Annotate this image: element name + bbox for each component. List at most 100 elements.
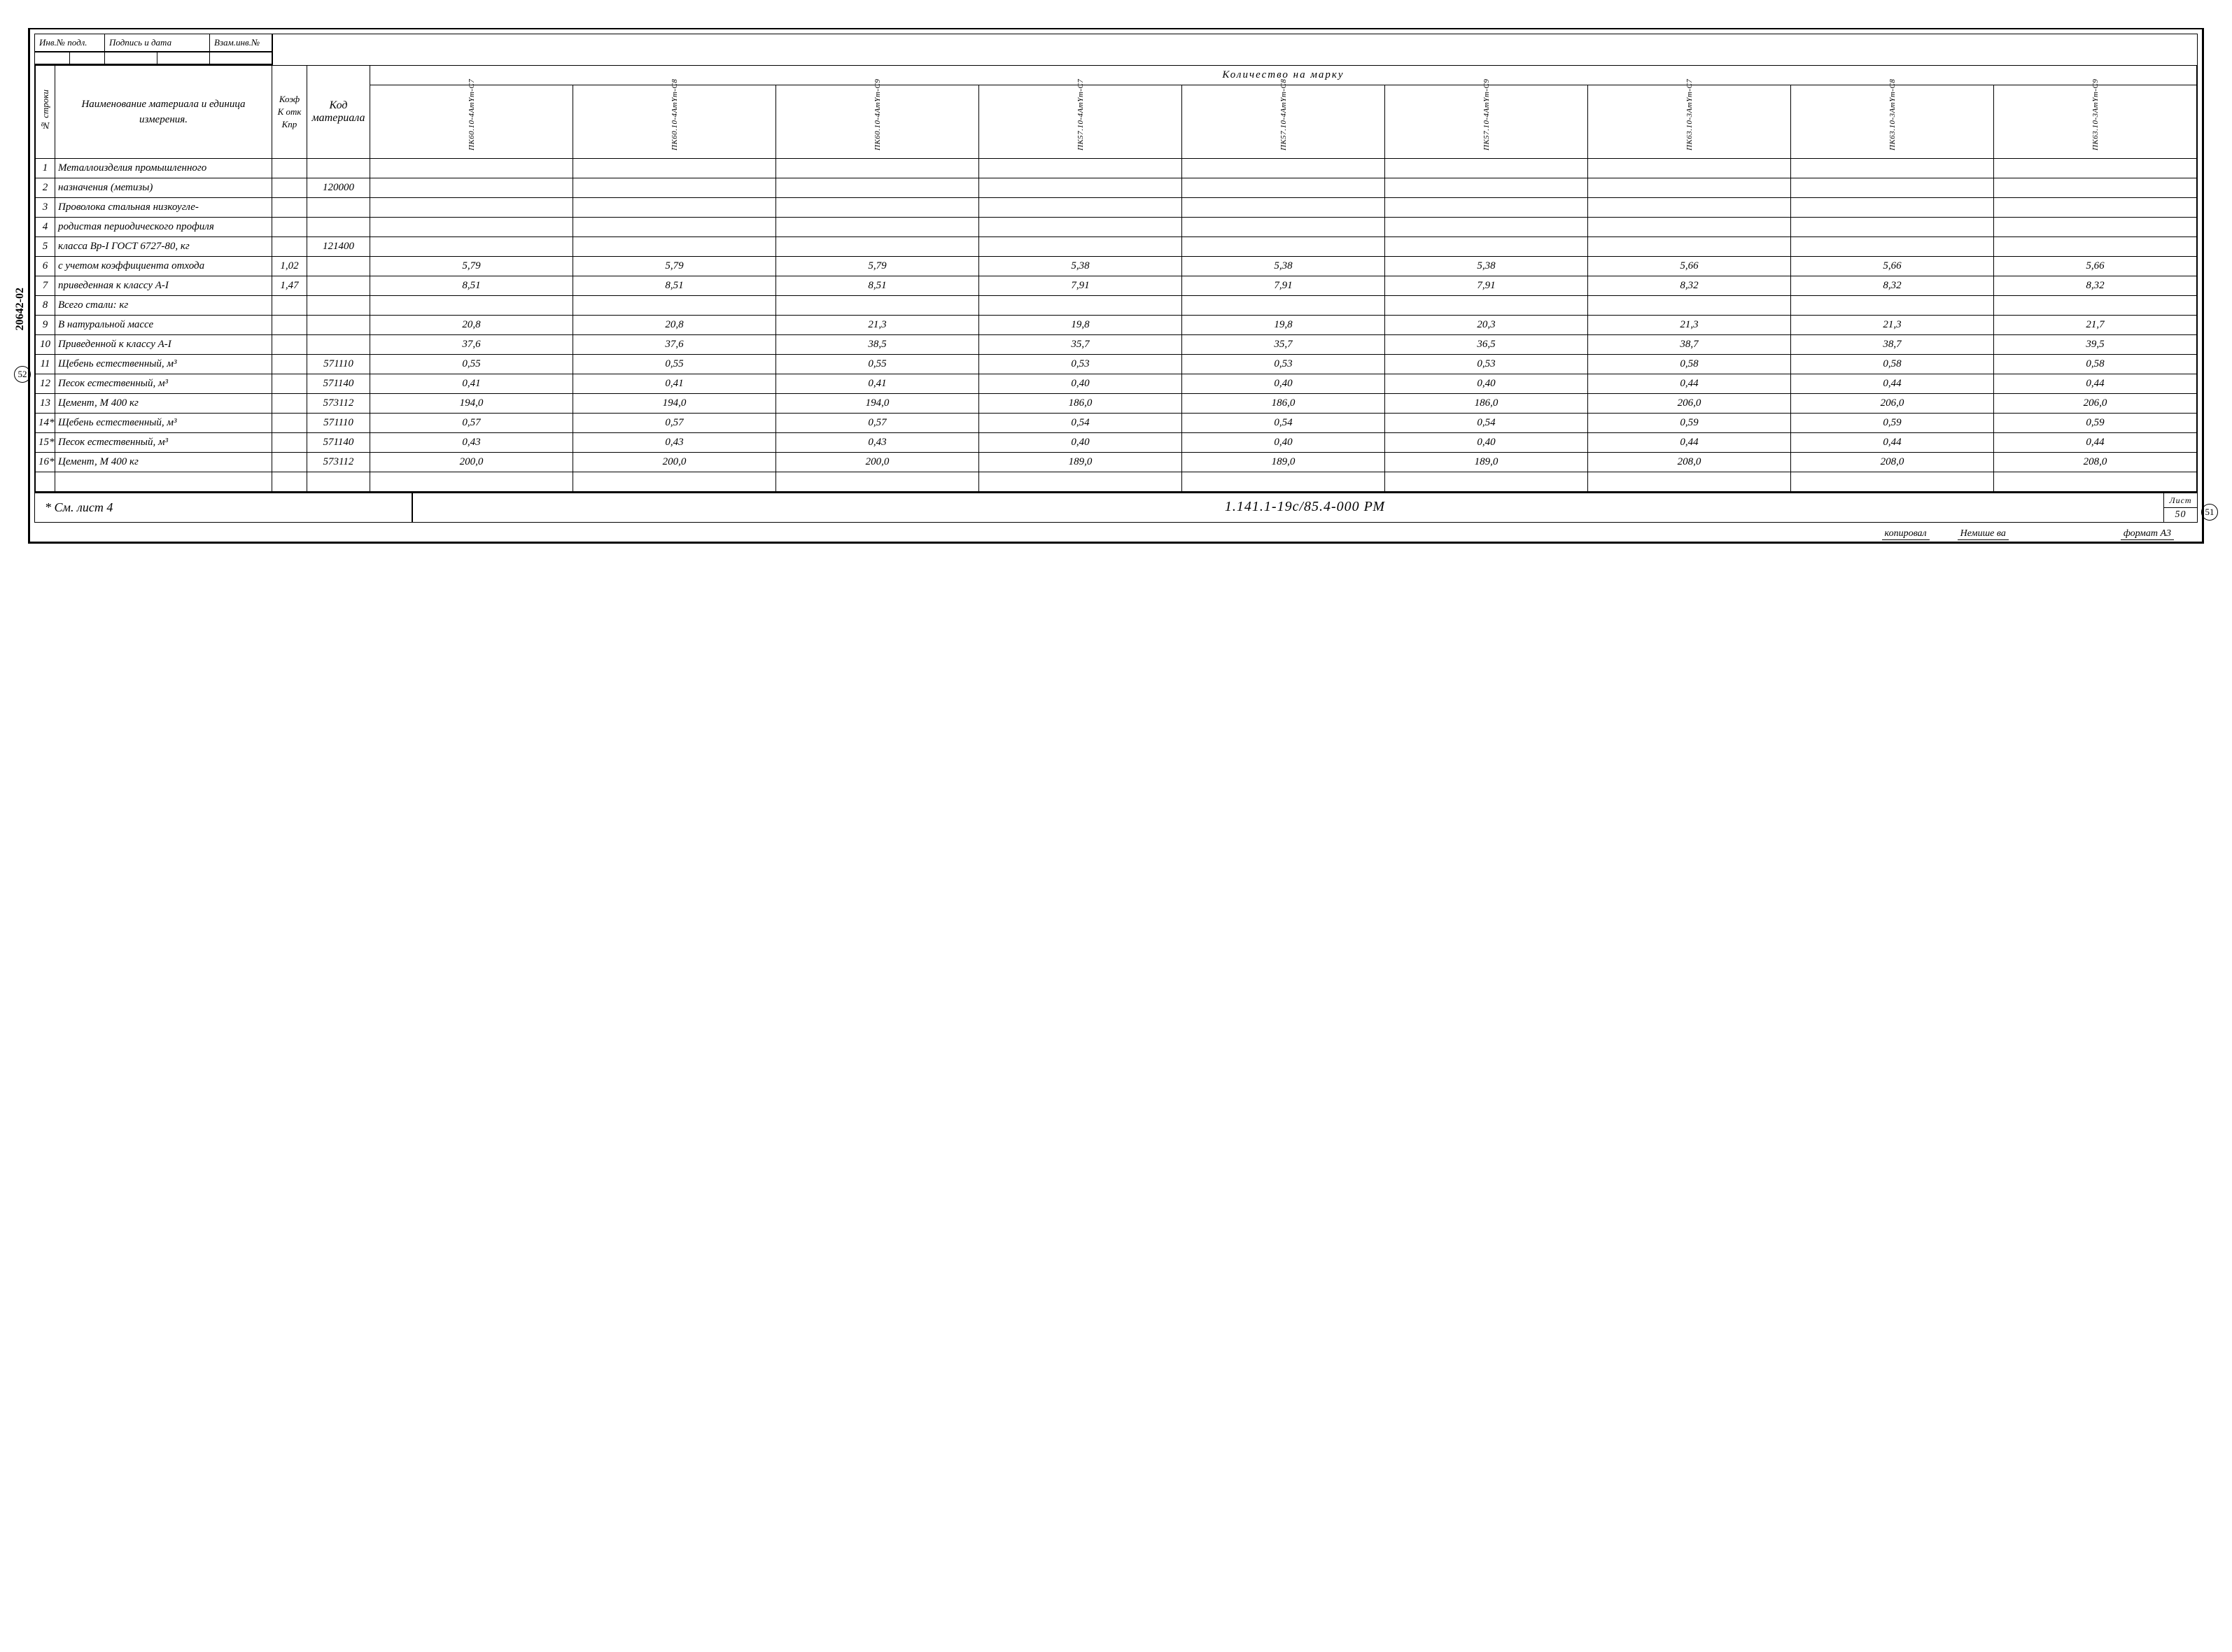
table-body: 1Металлоизделия промышленного2назначения… [36, 159, 2197, 492]
qty-cell: 0,55 [370, 355, 573, 374]
qty-cell: 5,38 [1182, 257, 1385, 276]
cell [272, 335, 307, 355]
qty-cell [573, 237, 776, 257]
qty-cell: 5,38 [979, 257, 1182, 276]
table-row: 3Проволока стальная низкоугле- [36, 198, 2197, 218]
cell [272, 433, 307, 453]
qty-cell [1588, 218, 1791, 237]
qty-cell: 38,7 [1791, 335, 1994, 355]
qty-cell [1588, 472, 1791, 492]
cell [272, 296, 307, 316]
sheet-box: Лист 50 [2163, 493, 2197, 522]
cell: родистая периодического профиля [55, 218, 272, 237]
qty-cell: 21,3 [1791, 316, 1994, 335]
cell: 14* [36, 414, 55, 433]
mark-header-8: ПК63.10-3АтҮт-С9 [2091, 87, 2100, 153]
table-row: 11Щебень естественный, м³5711100,550,550… [36, 355, 2197, 374]
cell: 13 [36, 394, 55, 414]
cell: 11 [36, 355, 55, 374]
archive-number: 20642-02 [14, 288, 27, 330]
qty-cell [1791, 178, 1994, 198]
qty-cell: 0,54 [1385, 414, 1588, 433]
qty-cell: 7,91 [1182, 276, 1385, 296]
qty-cell: 0,57 [370, 414, 573, 433]
table-row: 10Приведенной к классу А-I37,637,638,535… [36, 335, 2197, 355]
qty-cell [1994, 178, 2197, 198]
qty-cell: 200,0 [573, 453, 776, 472]
page-circle-left: 52 [14, 366, 31, 383]
qty-cell [1385, 237, 1588, 257]
cell: Приведенной к классу А-I [55, 335, 272, 355]
inner-frame: 20642-02 52 Инв.№ подл. Подпись и дата В… [34, 34, 2198, 523]
cell [272, 374, 307, 394]
qty-cell [1994, 237, 2197, 257]
cell: назначения (метизы) [55, 178, 272, 198]
revision-stamp: Инв.№ подл. Подпись и дата Взам.инв.№ [35, 34, 273, 52]
qty-cell: 0,44 [1994, 374, 2197, 394]
cell: 10 [36, 335, 55, 355]
cell [272, 198, 307, 218]
qty-cell: 37,6 [573, 335, 776, 355]
qty-cell [573, 472, 776, 492]
qty-cell: 0,55 [776, 355, 979, 374]
cell: 121400 [307, 237, 370, 257]
cell: Цемент, М 400 кг [55, 394, 272, 414]
qty-cell [1182, 472, 1385, 492]
qty-cell: 206,0 [1791, 394, 1994, 414]
cell: 3 [36, 198, 55, 218]
cell: 9 [36, 316, 55, 335]
stamp-sign: Подпись и дата [105, 34, 210, 51]
qty-cell [573, 198, 776, 218]
qty-cell: 0,58 [1791, 355, 1994, 374]
qty-cell: 208,0 [1994, 453, 2197, 472]
qty-cell [1791, 237, 1994, 257]
qty-cell [1791, 296, 1994, 316]
qty-cell: 5,66 [1588, 257, 1791, 276]
qty-cell: 186,0 [979, 394, 1182, 414]
sheet-label: Лист [2164, 493, 2197, 508]
qty-cell: 8,32 [1994, 276, 2197, 296]
qty-cell [1385, 178, 1588, 198]
table-row: 5класса Вр-I ГОСТ 6727-80, кг121400 [36, 237, 2197, 257]
qty-cell: 0,59 [1588, 414, 1791, 433]
header-rownum: № строки [38, 85, 52, 135]
cell: 12 [36, 374, 55, 394]
table-row: 6с учетом коэффициента отхода1,025,795,7… [36, 257, 2197, 276]
qty-cell: 0,59 [1791, 414, 1994, 433]
table-row: 8Всего стали: кг [36, 296, 2197, 316]
qty-cell: 0,40 [979, 374, 1182, 394]
cell [272, 237, 307, 257]
cell [307, 472, 370, 492]
qty-cell [1994, 159, 2197, 178]
cell: Металлоизделия промышленного [55, 159, 272, 178]
cell [272, 472, 307, 492]
qty-cell: 8,32 [1791, 276, 1994, 296]
cell [272, 178, 307, 198]
qty-cell [979, 178, 1182, 198]
qty-cell [1182, 218, 1385, 237]
qty-cell [1385, 218, 1588, 237]
qty-cell: 0,43 [573, 433, 776, 453]
qty-cell: 0,57 [776, 414, 979, 433]
qty-cell: 0,40 [1385, 433, 1588, 453]
cell: 573112 [307, 394, 370, 414]
cell: 6 [36, 257, 55, 276]
cell: Всего стали: кг [55, 296, 272, 316]
qty-cell: 0,58 [1588, 355, 1791, 374]
mark-header-5: ПК57.10-4АтҮт-С9 [1482, 87, 1491, 153]
qty-cell [370, 237, 573, 257]
qty-cell [1385, 296, 1588, 316]
qty-cell [979, 472, 1182, 492]
table-row [36, 472, 2197, 492]
cell: Песок естественный, м³ [55, 433, 272, 453]
qty-cell: 21,3 [776, 316, 979, 335]
qty-cell: 186,0 [1385, 394, 1588, 414]
table-row: 2назначения (метизы)120000 [36, 178, 2197, 198]
qty-cell: 206,0 [1994, 394, 2197, 414]
qty-cell: 5,79 [573, 257, 776, 276]
cell: 573112 [307, 453, 370, 472]
mark-header-0: ПК60.10-4АтҮт-С7 [468, 87, 476, 153]
qty-cell: 0,44 [1588, 374, 1791, 394]
qty-cell: 0,54 [979, 414, 1182, 433]
qty-cell [1791, 159, 1994, 178]
